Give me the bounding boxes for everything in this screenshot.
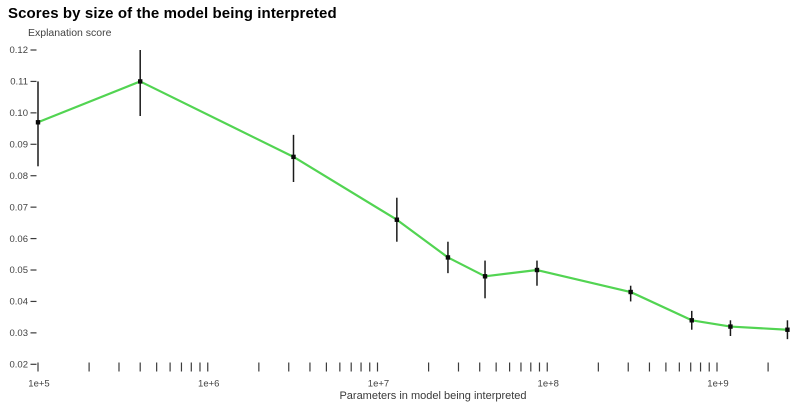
data-point-marker (445, 255, 451, 260)
y-axis-tick-label: 0.04 (10, 297, 29, 308)
data-point-marker (394, 217, 400, 222)
x-axis-tick-label: 1e+7 (368, 379, 389, 390)
data-point-marker (689, 318, 694, 323)
x-axis-tick-label: 1e+9 (707, 379, 728, 390)
y-axis-tick-label: 0.07 (10, 202, 29, 213)
data-point-marker (35, 120, 41, 125)
x-axis-title: Parameters in model being interpreted (339, 390, 527, 402)
y-axis-tick-label: 0.03 (10, 328, 29, 339)
y-axis-tick-label: 0.10 (10, 108, 29, 119)
data-point-marker (291, 154, 296, 160)
score-line (36, 80, 789, 331)
x-axis-tick-label: 1e+8 (538, 379, 559, 390)
y-axis-tick-label: 0.06 (10, 234, 29, 245)
data-point-marker (785, 327, 790, 332)
y-axis-tick-label: 0.02 (10, 360, 29, 371)
data-point-marker (482, 274, 488, 279)
chart-title: Scores by size of the model being interp… (8, 5, 337, 22)
y-axis-tick-label: 0.05 (10, 265, 29, 276)
data-point-marker (728, 324, 733, 329)
y-axis-title: Explanation score (28, 27, 112, 39)
data-point-marker (534, 267, 540, 273)
x-axis-tick-label: 1e+5 (28, 379, 49, 390)
x-axis-tick-label: 1e+6 (198, 379, 219, 390)
data-point-marker (137, 79, 143, 84)
y-axis-tick-label: 0.08 (10, 171, 29, 182)
y-axis-tick-label: 0.12 (10, 45, 29, 56)
y-axis-tick-label: 0.09 (10, 139, 29, 150)
data-point-marker (628, 289, 633, 295)
y-axis-tick-label: 0.11 (10, 77, 28, 88)
